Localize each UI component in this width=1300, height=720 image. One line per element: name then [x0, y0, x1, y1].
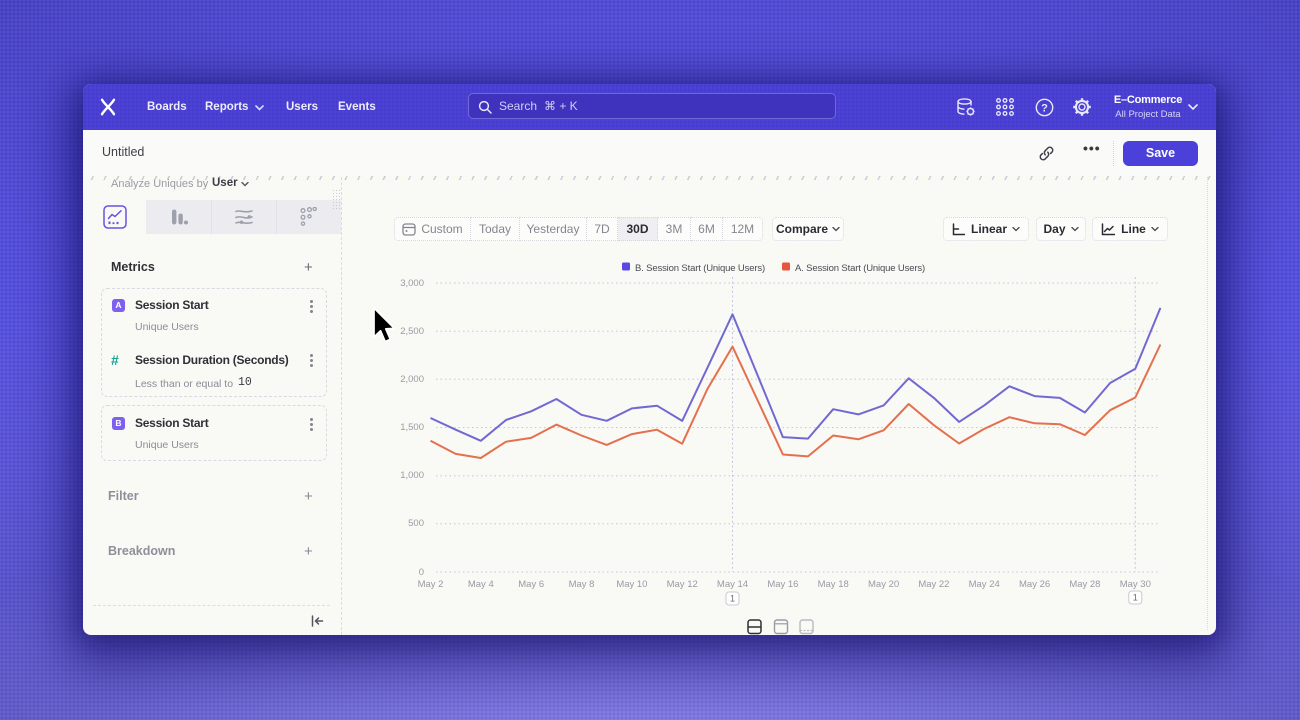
svg-text:May 30: May 30 [1120, 579, 1151, 590]
svg-text:May 16: May 16 [767, 579, 798, 590]
svg-text:May 24: May 24 [969, 579, 1000, 590]
svg-text:May 10: May 10 [616, 579, 647, 590]
svg-text:May 4: May 4 [468, 579, 494, 590]
svg-text:0: 0 [419, 567, 424, 578]
svg-text:1,500: 1,500 [400, 422, 424, 433]
svg-text:B. Session Start (Unique Users: B. Session Start (Unique Users) [635, 263, 765, 274]
svg-text:May 26: May 26 [1019, 579, 1050, 590]
svg-text:May 2: May 2 [418, 579, 444, 590]
svg-text:May 22: May 22 [918, 579, 949, 590]
svg-text:May 14: May 14 [717, 579, 748, 590]
svg-text:1,000: 1,000 [400, 470, 424, 481]
svg-text:?: ? [1041, 103, 1048, 115]
svg-text:May 28: May 28 [1069, 579, 1100, 590]
svg-text:May 6: May 6 [518, 579, 544, 590]
svg-text:3,000: 3,000 [400, 278, 424, 289]
svg-text:May 8: May 8 [569, 579, 595, 590]
svg-text:500: 500 [408, 518, 424, 529]
svg-text:May 18: May 18 [818, 579, 849, 590]
svg-text:A. Session Start (Unique Users: A. Session Start (Unique Users) [795, 263, 925, 274]
svg-text:2,000: 2,000 [400, 374, 424, 385]
svg-text:1: 1 [730, 594, 735, 604]
svg-text:May 20: May 20 [868, 579, 899, 590]
svg-text:May 12: May 12 [667, 579, 698, 590]
svg-text:2,500: 2,500 [400, 326, 424, 337]
svg-text:1: 1 [1133, 593, 1138, 603]
